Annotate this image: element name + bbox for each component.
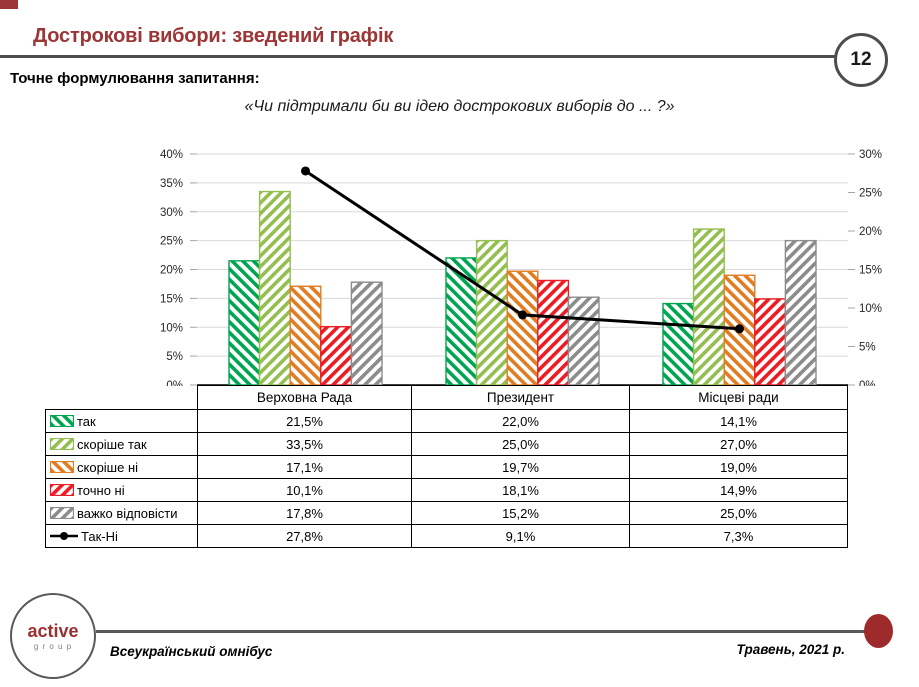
svg-text:10%: 10%: [160, 322, 183, 334]
table-cell: 17,8%: [197, 501, 412, 525]
legend-item: точно ні: [50, 483, 193, 498]
corner-accent-block: [0, 0, 18, 9]
legend-item: скоріше так: [50, 437, 193, 452]
svg-text:15%: 15%: [859, 265, 882, 277]
hatch-swatch-icon: [50, 461, 74, 473]
hatch-swatch-icon: [50, 507, 74, 519]
table-cell: 18,1%: [411, 478, 630, 502]
legend-item: важко відповісти: [50, 506, 193, 521]
table-cell: 27,8%: [197, 524, 412, 548]
footer-date: Травень, 2021 р.: [736, 642, 845, 657]
svg-text:25%: 25%: [859, 188, 882, 200]
table-cell: 21,5%: [197, 409, 412, 433]
legend-item: Так-Ні: [50, 529, 193, 544]
svg-text:25%: 25%: [160, 236, 183, 248]
question-quote: «Чи підтримали би ви ідею дострокових ви…: [244, 98, 675, 115]
question-label: Точне формулювання запитання:: [10, 70, 260, 87]
table-cell: 19,0%: [629, 455, 848, 479]
svg-text:5%: 5%: [166, 351, 183, 363]
svg-text:30%: 30%: [859, 149, 882, 161]
chart-data-table: Верховна Рада Президент Місцеві ради так…: [45, 385, 848, 548]
table-cell: 14,1%: [629, 409, 848, 433]
table-cell: 19,7%: [411, 455, 630, 479]
table-cell: 25,0%: [411, 432, 630, 456]
table-header-row: Верховна Рада Президент Місцеві ради: [46, 385, 848, 410]
column-header: Президент: [411, 385, 630, 410]
column-header: Місцеві ради: [629, 385, 848, 410]
table-row: так 21,5% 22,0% 14,1%: [45, 409, 848, 433]
svg-text:40%: 40%: [160, 149, 183, 161]
page-number-badge: 12: [834, 33, 888, 87]
table-cell: 9,1%: [411, 524, 630, 548]
legend-label: важко відповісти: [77, 505, 178, 521]
table-cell: 17,1%: [197, 455, 412, 479]
svg-text:10%: 10%: [859, 303, 882, 315]
svg-text:30%: 30%: [160, 207, 183, 219]
table-row: важко відповісти 17,8% 15,2% 25,0%: [45, 501, 848, 525]
svg-text:20%: 20%: [160, 265, 183, 277]
table-row: точно ні 10,1% 18,1% 14,9%: [45, 478, 848, 502]
legend-item: скоріше ні: [50, 460, 193, 475]
logo-text-bottom: g r o u p: [33, 641, 73, 651]
title-divider: [0, 55, 843, 58]
table-row: скоріше ні 17,1% 19,7% 19,0%: [45, 455, 848, 479]
table-cell: 33,5%: [197, 432, 412, 456]
svg-text:15%: 15%: [160, 293, 183, 305]
legend-label: скоріше ні: [77, 459, 139, 475]
footer-divider: [96, 630, 870, 633]
active-group-logo: active g r o u p: [10, 593, 96, 679]
svg-text:20%: 20%: [859, 226, 882, 238]
table-cell: 25,0%: [629, 501, 848, 525]
table-cell: 7,3%: [629, 524, 848, 548]
page-title: Дострокові вибори: зведений графік: [33, 25, 394, 47]
table-cell: 22,0%: [411, 409, 630, 433]
hatch-swatch-icon: [50, 415, 74, 427]
legend-label: так: [77, 413, 96, 429]
svg-text:5%: 5%: [859, 342, 876, 354]
legend-label: Так-Ні: [81, 528, 118, 544]
line-marker-icon: [50, 532, 78, 540]
survey-bar-line-chart: 0% 5% 10% 15% 20% 25% 30% 35% 40% 0% 5% 10% 15% 20% 25…: [160, 149, 882, 386]
table-cell: 10,1%: [197, 478, 412, 502]
table-row: Так-Ні 27,8% 9,1% 7,3%: [45, 524, 848, 548]
footer-survey-name: Всеукраїнський омнібус: [110, 644, 273, 659]
hatch-swatch-icon: [50, 484, 74, 496]
table-cell: 27,0%: [629, 432, 848, 456]
svg-text:0%: 0%: [166, 380, 183, 386]
svg-text:35%: 35%: [160, 178, 183, 190]
hatch-swatch-icon: [50, 438, 74, 450]
legend-label: точно ні: [77, 482, 125, 498]
table-cell: 14,9%: [629, 478, 848, 502]
logo-text-top: active: [27, 620, 79, 641]
page-number: 12: [850, 49, 872, 70]
footer-accent-dot: [864, 614, 893, 648]
legend-item: так: [50, 414, 193, 429]
table-row: скоріше так 33,5% 25,0% 27,0%: [45, 432, 848, 456]
legend-label: скоріше так: [77, 436, 147, 452]
table-cell: 15,2%: [411, 501, 630, 525]
column-header: Верховна Рада: [197, 385, 412, 410]
table-corner-cell: [46, 386, 198, 410]
svg-text:0%: 0%: [859, 380, 876, 386]
